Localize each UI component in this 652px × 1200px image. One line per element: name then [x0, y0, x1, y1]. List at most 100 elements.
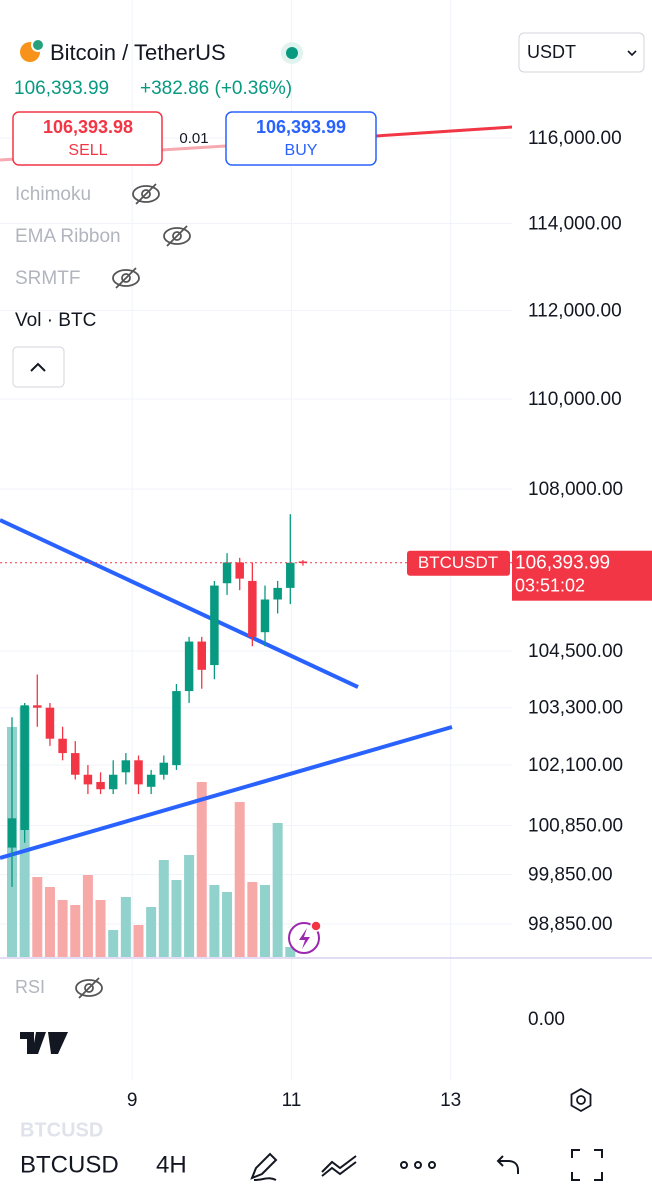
volume-bar	[272, 823, 283, 957]
y-tick-label: 99,850.00	[528, 865, 613, 886]
currency-select[interactable]	[518, 32, 645, 73]
position-line	[375, 125, 513, 138]
ghost-symbol: BTCUSD	[20, 1119, 103, 1141]
y-tick-label: 108,000.00	[528, 479, 623, 500]
collapse-icon	[30, 362, 46, 372]
candle-body	[298, 561, 308, 564]
indicator-label: SRMTF	[15, 268, 80, 289]
toolbar-interval[interactable]: 4H	[156, 1151, 187, 1178]
symbol-tag-label: BTCUSDT	[418, 553, 498, 572]
candle-body	[286, 562, 295, 588]
y-tick-label: 116,000.00	[528, 128, 622, 149]
candle-body	[235, 562, 244, 579]
candle-body	[273, 587, 282, 600]
buy-button[interactable]	[225, 111, 377, 166]
candle-body	[210, 585, 219, 666]
eye	[112, 269, 140, 287]
volume-bar	[184, 855, 195, 957]
status-dot	[286, 47, 298, 59]
collapse-button[interactable]	[12, 346, 65, 388]
currency-label: USDT	[527, 42, 576, 62]
volume-bar	[209, 885, 220, 957]
volume-bar	[70, 905, 81, 957]
y-tick-label: 112,000.00	[528, 300, 622, 321]
x-tick-label: 13	[440, 1090, 461, 1111]
more-icon[interactable]	[400, 1161, 436, 1169]
y-tick-label: 114,000.00	[528, 213, 622, 234]
spread: 0.01	[179, 130, 208, 147]
hidden-icon[interactable]	[132, 183, 160, 205]
rsi-label: RSI	[15, 977, 45, 997]
trend-line[interactable]	[0, 725, 453, 860]
eye	[163, 227, 191, 245]
x-tick-label: 11	[282, 1090, 302, 1111]
eye	[135, 183, 157, 205]
undo-icon[interactable]	[496, 1155, 519, 1174]
eye	[132, 185, 160, 203]
candle-body	[108, 774, 118, 790]
volume-bar	[234, 802, 245, 957]
volume-bar	[260, 885, 270, 957]
indicator-label: Ichimoku	[15, 184, 91, 205]
candle-body	[260, 599, 270, 633]
volume-bar	[57, 900, 68, 957]
volume-bar	[32, 877, 43, 957]
fullscreen-icon[interactable]	[571, 1149, 603, 1181]
candle-body	[248, 580, 257, 637]
alert-badge	[310, 920, 322, 932]
candle-body	[222, 562, 232, 584]
toolbar-symbol[interactable]: BTCUSD	[20, 1151, 119, 1178]
volume-bar	[108, 930, 119, 957]
y-tick-label: 104,500.00	[528, 641, 623, 662]
candle-body	[159, 762, 169, 775]
volume-bar	[133, 925, 144, 957]
coin-icon	[31, 38, 45, 52]
candle-body	[45, 707, 55, 739]
volume-label: Vol · BTC	[15, 310, 96, 331]
candle-body	[71, 753, 80, 775]
y-tick-label: 100,850.00	[528, 816, 623, 837]
rsi-tick-label: 0.00	[528, 1009, 565, 1030]
trend-line[interactable]	[0, 518, 359, 689]
hidden-icon[interactable]	[75, 977, 103, 999]
volume-bar	[158, 860, 169, 957]
volume-bar	[146, 907, 157, 957]
price-change: +382.86 (+0.36%)	[140, 78, 292, 99]
y-tick-label: 102,100.00	[528, 755, 623, 776]
indicators-icon[interactable]	[321, 1155, 357, 1177]
volume-bar	[285, 947, 296, 957]
eye	[115, 267, 137, 289]
volume-bar	[247, 882, 258, 957]
candle-body	[121, 760, 131, 773]
hidden-icon[interactable]	[112, 267, 140, 289]
buy-label: BUY	[285, 142, 318, 159]
candle-body	[197, 641, 206, 670]
price-tag-label: 106,393.99	[515, 553, 610, 574]
settings-icon[interactable]	[570, 1087, 592, 1113]
indicator-label: EMA Ribbon	[15, 226, 121, 247]
y-tick-label: 103,300.00	[528, 698, 623, 719]
candle-body	[134, 760, 143, 785]
candle-body	[83, 774, 93, 785]
draw-icon[interactable]	[250, 1152, 278, 1181]
hidden-icon[interactable]	[163, 225, 191, 247]
last-price: 106,393.99	[14, 78, 109, 99]
volume-bar	[120, 897, 131, 957]
candle-body	[172, 691, 181, 766]
volume-bar	[222, 892, 233, 957]
candle-body	[33, 705, 42, 708]
volume-bar	[171, 880, 182, 957]
volume-bar	[196, 782, 207, 957]
volume-bar	[95, 900, 106, 957]
price-tag	[512, 550, 652, 601]
x-tick-label: 9	[127, 1090, 138, 1111]
candle-body	[58, 738, 67, 754]
eye	[166, 225, 188, 247]
dropdown-arrow	[627, 50, 637, 57]
countdown: 03:51:02	[515, 575, 585, 595]
sell-button[interactable]	[12, 111, 163, 166]
symbol-tag	[407, 550, 510, 576]
symbol-title[interactable]: Bitcoin / TetherUS	[50, 40, 226, 65]
y-tick-label: 98,850.00	[528, 914, 613, 935]
candle-body	[146, 774, 156, 787]
